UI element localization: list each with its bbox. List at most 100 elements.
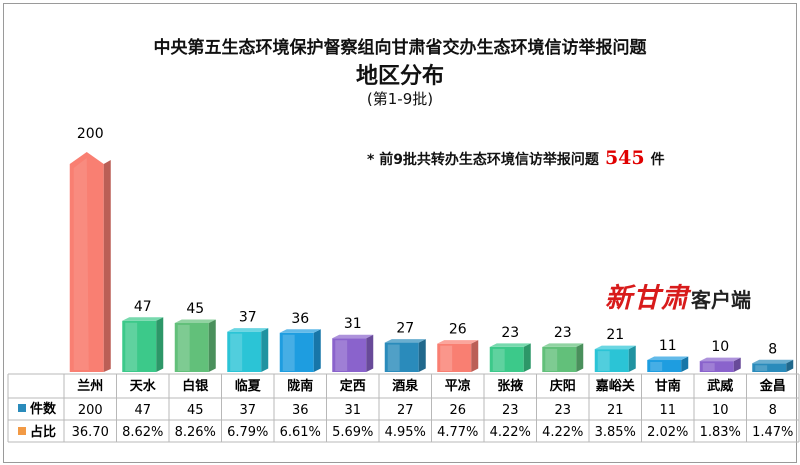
bar-value-label-6: 27 bbox=[396, 321, 414, 337]
percent-cell-3: 6.79% bbox=[227, 425, 268, 440]
bar-side-1 bbox=[156, 317, 164, 372]
bar-highlight-9 bbox=[545, 348, 558, 371]
bar-highlight-2 bbox=[177, 324, 190, 371]
percent-cell-2: 8.26% bbox=[175, 425, 216, 440]
bar-9 bbox=[542, 346, 577, 372]
category-label-11: 甘南 bbox=[655, 378, 681, 394]
bar-highlight-8 bbox=[492, 348, 505, 371]
bar-highlight-10 bbox=[597, 351, 610, 371]
bar-11 bbox=[647, 360, 682, 372]
total-annotation: * 前9批共转办生态环境信访举报问题 545 件 bbox=[367, 147, 665, 169]
bar-3 bbox=[227, 331, 262, 372]
bar-5 bbox=[332, 338, 367, 372]
bar-top-12 bbox=[699, 357, 741, 362]
bar-side-9 bbox=[576, 343, 584, 372]
bar-highlight-4 bbox=[282, 334, 295, 371]
percent-cell-5: 5.69% bbox=[332, 425, 373, 440]
bar-top-10 bbox=[594, 345, 636, 350]
category-label-4: 陇南 bbox=[287, 378, 313, 394]
count-cell-9: 23 bbox=[554, 403, 571, 418]
bar-top-1 bbox=[122, 317, 164, 321]
bar-highlight-3 bbox=[230, 333, 243, 371]
total-annotation-prefix: * 前9批共转办生态环境信访举报问题 bbox=[367, 152, 599, 168]
category-label-5: 定西 bbox=[339, 378, 366, 394]
bar-value-label-5: 31 bbox=[344, 316, 362, 332]
count-cell-8: 23 bbox=[502, 403, 519, 418]
percent-cell-4: 6.61% bbox=[280, 425, 321, 440]
bar-side-3 bbox=[261, 328, 269, 372]
total-annotation-suffix: 件 bbox=[650, 152, 665, 168]
percent-row-label: 占比 bbox=[30, 424, 56, 440]
count-cell-2: 45 bbox=[187, 403, 204, 418]
chart-frame bbox=[3, 3, 797, 463]
chart-title: 中央第五生态环境保护督察组向甘肃省交办生态环境信访举报问题 bbox=[153, 38, 647, 58]
bar-value-label-10: 21 bbox=[606, 327, 624, 343]
percent-cell-8: 4.22% bbox=[490, 425, 531, 440]
count-cell-4: 36 bbox=[292, 403, 309, 418]
bar-side-12 bbox=[733, 357, 741, 372]
bar-side-5 bbox=[366, 334, 374, 372]
count-cell-0: 200 bbox=[78, 403, 103, 418]
percent-cell-13: 1.47% bbox=[752, 425, 793, 440]
count-cell-6: 27 bbox=[397, 403, 414, 418]
bar-side-8 bbox=[523, 343, 531, 372]
count-cell-3: 37 bbox=[239, 403, 256, 418]
bar-highlight-7 bbox=[440, 345, 453, 371]
percent-cell-9: 4.22% bbox=[542, 425, 583, 440]
watermark-logo-text: 客户端 bbox=[691, 288, 751, 312]
count-cell-11: 11 bbox=[659, 403, 676, 418]
chart-subtitle: 地区分布 bbox=[355, 64, 444, 89]
category-label-7: 平凉 bbox=[445, 378, 471, 394]
bar-10 bbox=[594, 349, 629, 372]
bar-12 bbox=[699, 361, 734, 372]
bar-side-4 bbox=[313, 329, 321, 372]
bar-top-5 bbox=[332, 334, 374, 339]
category-label-13: 金昌 bbox=[759, 378, 786, 394]
bar-value-label-7: 26 bbox=[449, 322, 467, 338]
percent-cell-12: 1.83% bbox=[700, 425, 741, 440]
bar-top-11 bbox=[647, 356, 689, 361]
bar-highlight-6 bbox=[387, 344, 400, 371]
bar-value-label-12: 10 bbox=[711, 339, 729, 355]
category-label-6: 酒泉 bbox=[392, 378, 419, 394]
count-cell-7: 26 bbox=[449, 403, 466, 418]
category-label-10: 嘉峪关 bbox=[595, 378, 635, 394]
bar-4 bbox=[279, 332, 314, 372]
bar-top-13 bbox=[752, 359, 794, 364]
bar-7 bbox=[437, 343, 472, 372]
count-cell-5: 31 bbox=[344, 403, 361, 418]
count-cell-12: 10 bbox=[712, 403, 729, 418]
bar-highlight-0 bbox=[73, 158, 89, 370]
bar-top-9 bbox=[542, 343, 584, 347]
bar-side-11 bbox=[681, 356, 689, 372]
bar-highlight-5 bbox=[335, 340, 348, 371]
total-annotation-number: 545 bbox=[604, 147, 645, 169]
bar-top-4 bbox=[279, 329, 321, 333]
bar-value-label-0: 200 bbox=[77, 126, 104, 142]
bar-highlight-1 bbox=[125, 322, 138, 371]
bar-top-8 bbox=[489, 343, 531, 347]
chart-batch-label: (第1-9批) bbox=[366, 90, 434, 108]
percent-cell-0: 36.70 bbox=[72, 425, 109, 440]
percent-cell-11: 2.02% bbox=[647, 425, 688, 440]
category-label-2: 白银 bbox=[182, 378, 209, 394]
bar-value-label-8: 23 bbox=[501, 325, 519, 341]
category-label-1: 天水 bbox=[130, 378, 157, 394]
bar-value-label-13: 8 bbox=[768, 341, 777, 357]
percent-legend-swatch bbox=[18, 427, 26, 435]
category-label-0: 兰州 bbox=[77, 378, 103, 394]
percent-cell-6: 4.95% bbox=[385, 425, 426, 440]
bar-value-label-11: 11 bbox=[659, 338, 677, 354]
bar-highlight-12 bbox=[702, 363, 715, 371]
bar-top-2 bbox=[174, 319, 216, 323]
count-legend-swatch bbox=[18, 404, 26, 412]
percent-cell-1: 8.62% bbox=[122, 425, 163, 440]
bar-side-7 bbox=[471, 340, 479, 372]
bar-side-6 bbox=[418, 339, 426, 372]
watermark-logo-mark: 新甘肃 bbox=[605, 283, 689, 314]
category-label-8: 张掖 bbox=[497, 378, 524, 394]
bar-value-label-2: 45 bbox=[186, 301, 204, 317]
count-cell-13: 8 bbox=[769, 403, 777, 418]
count-row-label: 件数 bbox=[30, 401, 57, 417]
